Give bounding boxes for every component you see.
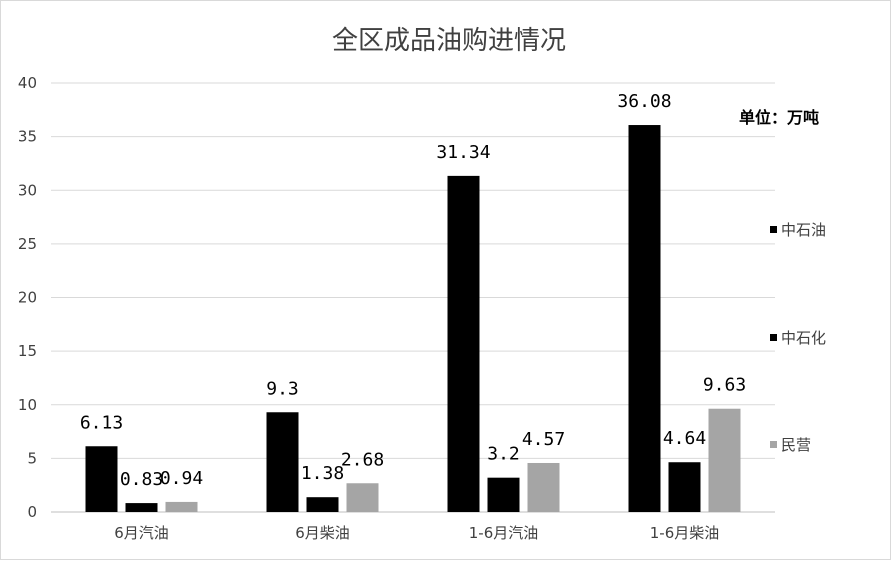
bar-中石油	[447, 175, 480, 513]
data-label: 6.13	[80, 412, 123, 433]
data-label: 4.64	[663, 428, 706, 449]
unit-note: 单位：万吨	[739, 108, 819, 127]
data-label: 9.63	[703, 375, 746, 396]
y-tick-label: 0	[27, 503, 37, 521]
bar-中石油	[85, 446, 118, 512]
x-category-label: 6月柴油	[295, 524, 350, 542]
chart-title: 全区成品油购进情况	[332, 26, 566, 56]
bar-中石油	[266, 412, 299, 512]
legend-swatch	[770, 226, 777, 233]
data-label: 31.34	[436, 142, 490, 163]
legend-swatch	[770, 334, 777, 341]
bar-民营	[527, 462, 560, 512]
x-category-label: 1-6月柴油	[650, 524, 720, 542]
data-label: 1.38	[301, 463, 344, 484]
bar-中石化	[668, 462, 701, 512]
bar-中石化	[306, 497, 339, 512]
bar-中石油	[628, 125, 661, 513]
y-tick-label: 20	[18, 289, 37, 307]
data-label: 9.3	[266, 378, 299, 399]
legend-swatch	[770, 441, 777, 448]
data-label: 4.57	[522, 429, 565, 450]
data-label: 36.08	[617, 91, 671, 112]
data-label: 0.83	[120, 469, 163, 490]
bar-民营	[708, 408, 741, 512]
y-tick-label: 25	[18, 235, 37, 253]
y-tick-label: 10	[18, 396, 37, 414]
y-tick-label: 30	[18, 181, 37, 199]
bar-中石化	[487, 477, 520, 512]
y-tick-label: 5	[27, 449, 37, 467]
x-category-label: 6月汽油	[114, 524, 169, 542]
y-tick-label: 40	[18, 74, 37, 92]
y-tick-label: 35	[18, 128, 37, 146]
x-category-label: 1-6月汽油	[469, 524, 539, 542]
data-label: 3.2	[487, 444, 520, 465]
y-tick-label: 15	[18, 342, 37, 360]
bar-民营	[346, 483, 379, 512]
legend-label: 中石油	[781, 221, 826, 239]
legend-label: 中石化	[781, 329, 826, 347]
data-label: 0.94	[160, 468, 203, 489]
data-label: 2.68	[341, 449, 384, 470]
bar-民营	[165, 501, 198, 512]
bar-中石化	[125, 503, 158, 512]
legend-label: 民营	[781, 436, 811, 454]
